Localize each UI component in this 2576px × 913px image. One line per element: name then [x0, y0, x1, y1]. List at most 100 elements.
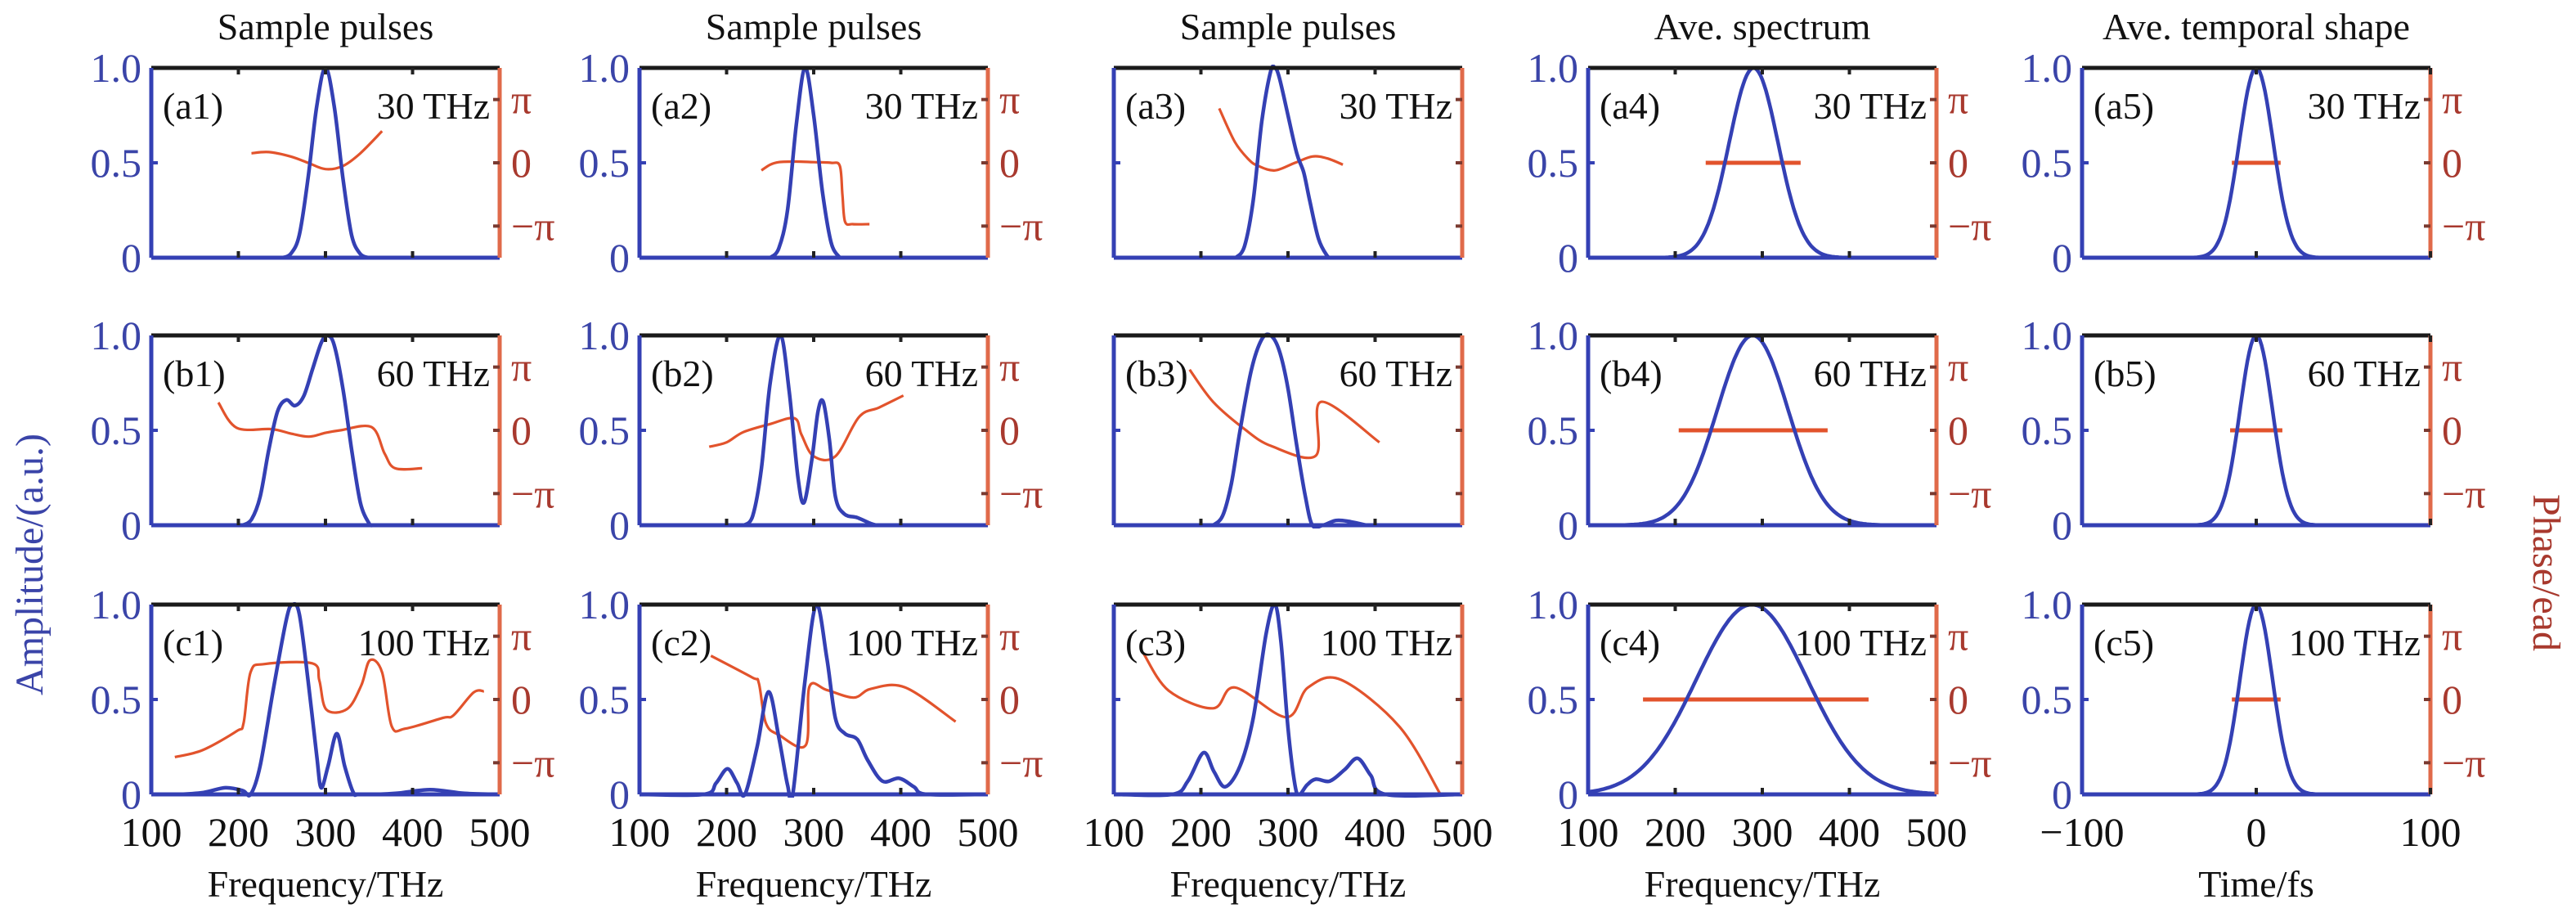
amplitude-curve	[1114, 602, 1462, 798]
amplitude-tick-label: 0	[1558, 502, 1578, 548]
x-axis-title: Frequency/THz	[696, 863, 932, 905]
panel-b5: (b5) 60 THz 1.0 0.5 0 π 0 −π	[2022, 313, 2486, 548]
plot-area	[1114, 68, 1462, 258]
bandwidth-label: 100 THz	[1795, 622, 1927, 663]
panel-label: (b1)	[163, 353, 226, 394]
phase-curve	[251, 130, 384, 171]
phase-tick-label: 0	[1948, 140, 1968, 186]
amplitude-tick-label: 1.0	[91, 313, 142, 358]
plot-area	[151, 68, 500, 258]
phase-tick-label: −π	[2442, 203, 2485, 249]
bandwidth-label: 60 THz	[377, 353, 490, 394]
phase-tick-label: π	[2442, 77, 2462, 123]
panel-label: (a5)	[2094, 85, 2154, 127]
amplitude-tick-label: 0	[609, 235, 630, 281]
bandwidth-label: 100 THz	[2289, 622, 2421, 663]
amplitude-axis-label: Amplitude/(a.u.)	[8, 434, 52, 695]
bandwidth-label: 30 THz	[1814, 85, 1927, 127]
x-tick-label: −100	[2040, 809, 2124, 855]
x-tick-label: 400	[870, 809, 931, 855]
phase-tick-label: 0	[999, 407, 1020, 453]
column-title: Sample pulses	[218, 6, 433, 47]
phase-axis-label: Phase/ead	[2524, 494, 2568, 651]
panel-label: (c4)	[1600, 622, 1660, 663]
amplitude-tick-label: 1.0	[579, 45, 631, 91]
phase-curve	[708, 394, 904, 461]
column-title: Sample pulses	[1180, 6, 1396, 47]
x-tick-label: 200	[1170, 809, 1232, 855]
phase-tick-label: −π	[999, 203, 1043, 249]
phase-tick-label: π	[999, 77, 1020, 123]
column-title: Ave. spectrum	[1654, 6, 1871, 47]
amplitude-tick-label: 1.0	[579, 582, 631, 627]
panels: (a1) 30 THz 1.0 0.5 0 π 0 −π (a2) 30 THz 1.0 0.5 0 π 0…	[91, 45, 2486, 817]
phase-curve	[1188, 368, 1380, 460]
x-axis-title: Frequency/THz	[1170, 863, 1407, 905]
amplitude-tick-label: 1.0	[2022, 45, 2073, 91]
x-tick-label: 300	[1732, 809, 1793, 855]
phase-tick-label: −π	[2442, 740, 2485, 785]
amplitude-tick-label: 1.0	[1528, 582, 1579, 627]
x-tick-label: 500	[1906, 809, 1968, 855]
x-tick-label: 300	[1258, 809, 1319, 855]
panel-label: (a3)	[1125, 85, 1186, 127]
phase-tick-label: π	[511, 614, 532, 659]
phase-tick-label: 0	[1948, 407, 1968, 453]
phase-curve	[217, 402, 423, 471]
panel-label: (c1)	[163, 622, 223, 663]
panel-label: (b2)	[651, 353, 714, 394]
phase-tick-label: 0	[2442, 677, 2462, 722]
column-title: Ave. temporal shape	[2103, 6, 2410, 47]
phase-tick-label: 0	[2442, 407, 2462, 453]
amplitude-tick-label: 0.5	[579, 407, 631, 453]
x-tick-label: 400	[382, 809, 443, 855]
amplitude-tick-label: 0.5	[2022, 140, 2073, 186]
amplitude-curve	[1211, 332, 1367, 528]
phase-tick-label: −π	[1948, 470, 1991, 516]
panel-label: (a2)	[651, 85, 711, 127]
x-tick-label: 200	[696, 809, 757, 855]
bandwidth-label: 30 THz	[377, 85, 490, 127]
phase-tick-label: 0	[999, 140, 1020, 186]
amplitude-curve	[640, 602, 988, 798]
x-tick-label: 100	[2400, 809, 2462, 855]
panel-label: (b4)	[1600, 353, 1663, 394]
panel-c2: (c2) 100 THz 1.0 0.5 0 π 0 −π	[579, 582, 1043, 817]
amplitude-tick-label: 0	[2052, 502, 2072, 548]
bandwidth-label: 60 THz	[1340, 353, 1452, 394]
x-tick-label: 500	[958, 809, 1019, 855]
amplitude-tick-label: 0.5	[1528, 407, 1579, 453]
phase-tick-label: −π	[1948, 203, 1991, 249]
bandwidth-label: 100 THz	[1321, 622, 1452, 663]
x-axis-title: Time/fs	[2198, 863, 2313, 905]
amplitude-tick-label: 0	[121, 235, 141, 281]
phase-tick-label: −π	[2442, 470, 2485, 516]
amplitude-tick-label: 0	[121, 771, 141, 817]
bandwidth-label: 60 THz	[865, 353, 978, 394]
bandwidth-label: 100 THz	[358, 622, 490, 663]
phase-tick-label: π	[999, 614, 1020, 659]
panel-c5: (c5) 100 THz 1.0 0.5 0 π 0 −π	[2022, 582, 2486, 817]
x-tick-label: 100	[609, 809, 671, 855]
amplitude-tick-label: 1.0	[1528, 313, 1579, 358]
phase-tick-label: −π	[511, 470, 554, 516]
phase-curve	[1218, 107, 1344, 172]
phase-tick-label: −π	[1948, 740, 1991, 785]
amplitude-tick-label: 0	[121, 502, 141, 548]
phase-tick-label: 0	[511, 677, 532, 722]
amplitude-tick-label: 0.5	[91, 677, 142, 722]
bandwidth-label: 60 THz	[1814, 353, 1927, 394]
panel-b1: (b1) 60 THz 1.0 0.5 0 π 0 −π	[91, 313, 555, 548]
bandwidth-label: 100 THz	[846, 622, 978, 663]
panel-label: (c2)	[651, 622, 711, 663]
panel-c4: (c4) 100 THz 1.0 0.5 0 π 0 −π	[1528, 582, 1992, 817]
phase-tick-label: −π	[511, 740, 554, 785]
amplitude-tick-label: 0	[2052, 235, 2072, 281]
panel-b4: (b4) 60 THz 1.0 0.5 0 π 0 −π	[1528, 313, 1992, 548]
phase-tick-label: π	[999, 344, 1020, 390]
amplitude-tick-label: 1.0	[2022, 313, 2073, 358]
phase-tick-label: −π	[999, 470, 1043, 516]
panel-label: (a1)	[163, 85, 223, 127]
phase-tick-label: π	[511, 344, 532, 390]
